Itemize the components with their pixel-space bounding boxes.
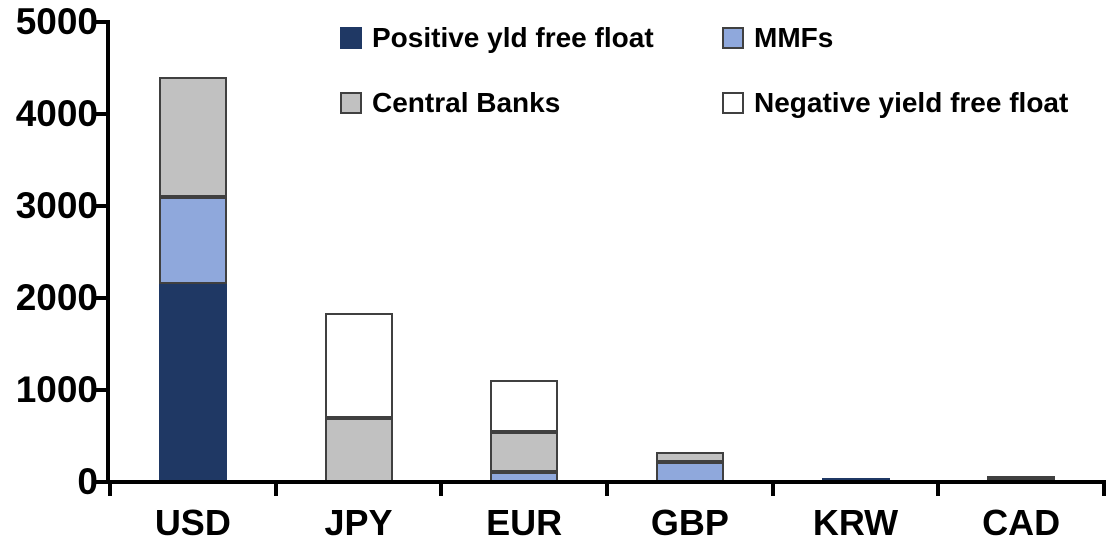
x-tick bbox=[936, 480, 941, 496]
x-axis-label-eur: EUR bbox=[486, 502, 563, 543]
legend-item-central-banks: Central Banks bbox=[340, 87, 561, 118]
bar-segment-gbp-central-banks bbox=[655, 451, 724, 462]
bar-segment-usd-positive-yld-free-float bbox=[158, 284, 227, 482]
x-axis-label-jpy: JPY bbox=[324, 502, 393, 543]
legend-item-negative-yield-free-float: Negative yield free float bbox=[722, 87, 1069, 118]
x-axis-label-cad: CAD bbox=[982, 502, 1061, 543]
x-axis-label-usd: USD bbox=[154, 502, 231, 543]
bar-segment-cad-central-banks bbox=[987, 476, 1056, 481]
legend-label-positive-yld-free-float: Positive yld free float bbox=[372, 22, 654, 53]
bar-segment-usd-central-banks bbox=[158, 77, 227, 197]
legend-swatch-central-banks bbox=[340, 92, 362, 114]
y-tick-label: 0 bbox=[77, 461, 98, 502]
y-tick-label: 3000 bbox=[15, 185, 98, 226]
x-tick bbox=[605, 480, 609, 496]
legend-item-mmfs: MMFs bbox=[722, 22, 834, 53]
legend-swatch-mmfs bbox=[722, 27, 744, 49]
y-tick bbox=[96, 296, 108, 300]
legend-swatch-negative-yield-free-float bbox=[722, 92, 744, 114]
x-tick bbox=[770, 480, 775, 496]
y-tick bbox=[96, 112, 108, 116]
bar-segment-usd-mmfs bbox=[158, 196, 227, 285]
y-tick bbox=[96, 204, 108, 208]
y-tick-label: 5000 bbox=[15, 1, 98, 42]
x-axis-label-krw: KRW bbox=[812, 502, 899, 543]
x-axis-label-gbp: GBP bbox=[650, 502, 729, 543]
y-tick-label: 4000 bbox=[15, 93, 98, 134]
bar-segment-jpy-central-banks bbox=[324, 417, 393, 482]
y-tick bbox=[96, 388, 108, 392]
bar-segment-jpy-negative-yield-free-float bbox=[324, 312, 393, 418]
x-tick bbox=[108, 480, 112, 496]
legend-swatch-positive-yld-free-float bbox=[340, 27, 362, 49]
bar-segment-eur-negative-yield-free-float bbox=[490, 379, 559, 433]
legend-label-mmfs: MMFs bbox=[754, 22, 834, 53]
x-tick bbox=[439, 480, 444, 496]
y-tick bbox=[96, 20, 108, 24]
y-tick bbox=[96, 480, 108, 484]
y-tick-label: 2000 bbox=[15, 277, 98, 318]
y-tick-label: 1000 bbox=[15, 369, 98, 410]
x-tick bbox=[1102, 480, 1106, 496]
bar-segment-gbp-mmfs bbox=[655, 461, 724, 482]
legend-label-central-banks: Central Banks bbox=[372, 87, 561, 118]
y-axis-line bbox=[106, 20, 110, 484]
bar-segment-eur-central-banks bbox=[490, 432, 559, 472]
legend-label-negative-yield-free-float: Negative yield free float bbox=[754, 87, 1069, 118]
legend-item-positive-yld-free-float: Positive yld free float bbox=[340, 22, 654, 53]
x-tick bbox=[273, 480, 278, 496]
